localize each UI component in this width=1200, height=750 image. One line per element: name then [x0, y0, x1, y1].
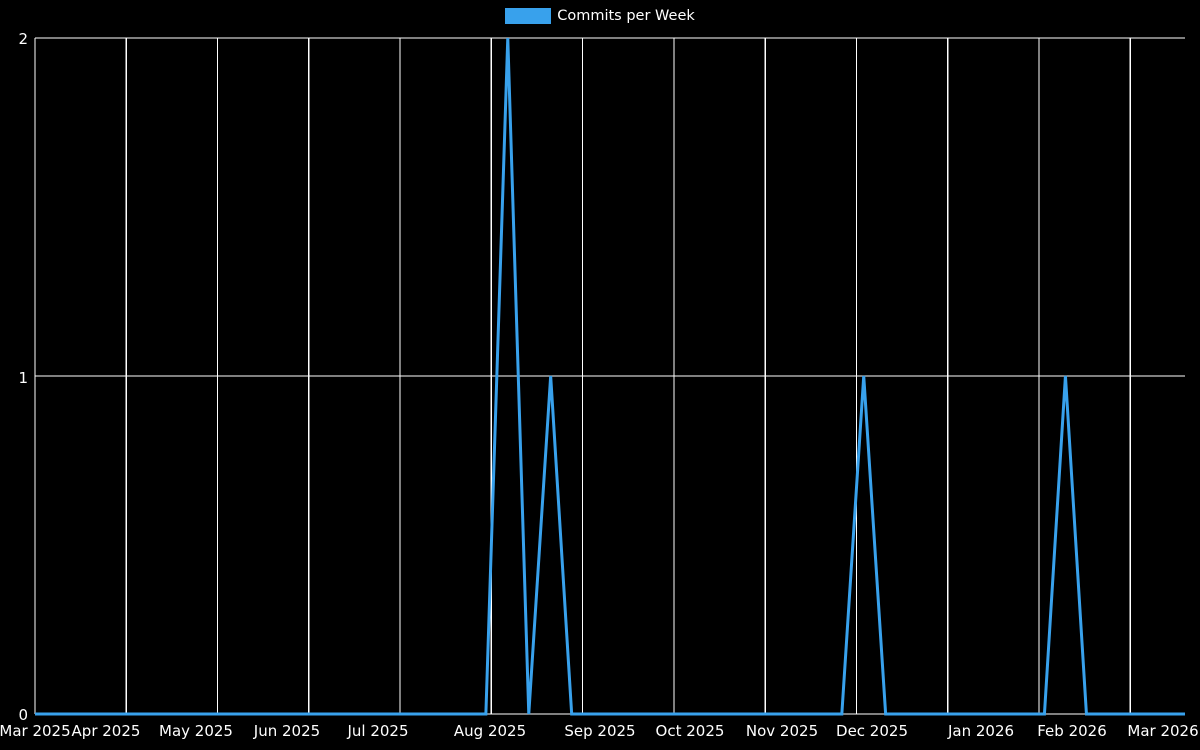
x-axis-tick-aug-2025: Aug 2025	[453, 722, 527, 740]
x-axis-tick-mar-2025: Mar 2025	[0, 722, 71, 740]
x-axis-tick-jan-2026: Jan 2026	[947, 722, 1015, 740]
plot-canvas	[34, 37, 1185, 716]
plot-area	[34, 37, 1185, 716]
x-axis-tick-may-2025: May 2025	[159, 722, 233, 740]
x-axis-tick-jun-2025: Jun 2025	[253, 722, 321, 740]
x-axis-tick-oct-2025: Oct 2025	[655, 722, 725, 740]
series-line-commits-per-week	[35, 37, 1185, 716]
x-axis-tick-dec-2025: Dec 2025	[836, 722, 908, 740]
x-axis-tick-sep-2025: Sep 2025	[564, 722, 636, 740]
chart-legend: Commits per Week	[0, 4, 1200, 28]
x-axis-tick-feb-2026: Feb 2026	[1037, 722, 1107, 740]
legend-swatch-commits-per-week	[505, 8, 552, 24]
x-axis-tick-jul-2025: Jul 2025	[347, 722, 409, 740]
grid-lines	[34, 37, 1185, 715]
x-axis-tick-nov-2025: Nov 2025	[745, 722, 819, 740]
legend-label-commits-per-week: Commits per Week	[557, 8, 695, 24]
y-axis-tick-0: 0	[18, 706, 28, 724]
y-axis-tick-2: 2	[18, 30, 28, 48]
y-axis-tick-1: 1	[18, 369, 28, 387]
x-axis-tick-mar-2026: Mar 2026	[1127, 722, 1199, 740]
x-axis-tick-apr-2025: Apr 2025	[71, 722, 141, 740]
series-lines	[35, 37, 1185, 716]
